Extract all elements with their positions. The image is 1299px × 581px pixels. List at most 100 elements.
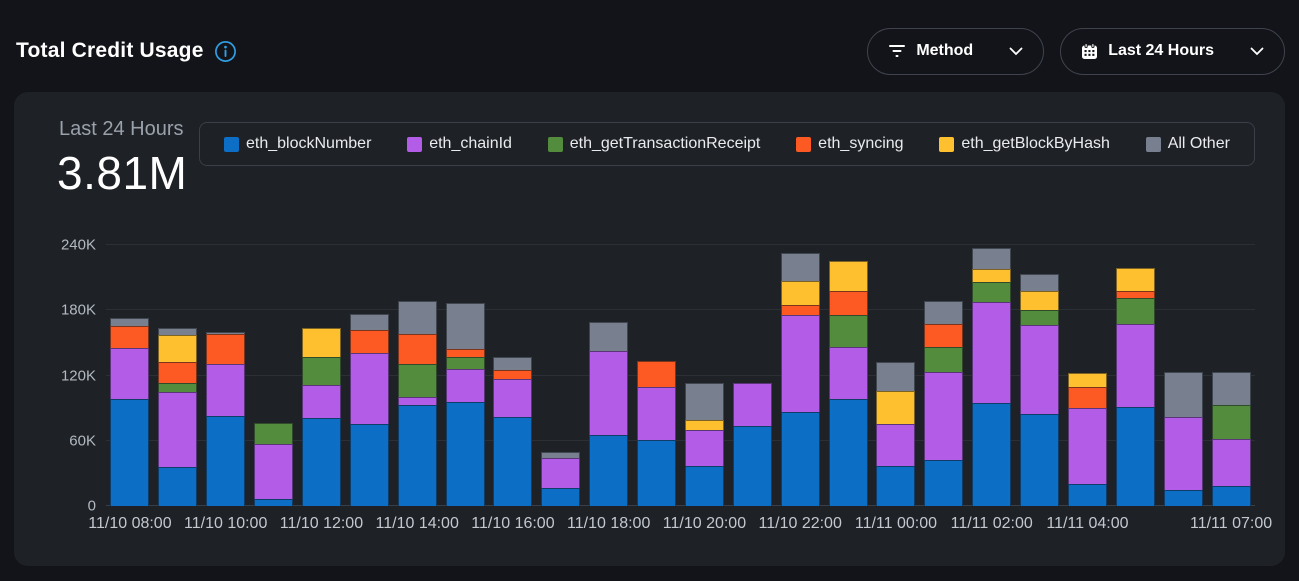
bar-segment[interactable] bbox=[780, 304, 820, 315]
bar-segment[interactable] bbox=[1020, 274, 1060, 291]
bar-segment[interactable] bbox=[972, 402, 1012, 506]
bar-segment[interactable] bbox=[445, 349, 485, 358]
bar-segment[interactable] bbox=[493, 357, 533, 371]
bar-segment[interactable] bbox=[684, 465, 724, 506]
bar-11-10-11-00[interactable] bbox=[254, 423, 294, 506]
bar-segment[interactable] bbox=[301, 357, 341, 386]
bar-segment[interactable] bbox=[972, 248, 1012, 269]
legend-item-eth_gettransactionreceipt[interactable]: eth_getTransactionReceipt bbox=[547, 135, 760, 153]
bar-11-10-23-00[interactable] bbox=[828, 261, 868, 506]
bar-segment[interactable] bbox=[1020, 413, 1060, 506]
bar-segment[interactable] bbox=[972, 301, 1012, 403]
bar-segment[interactable] bbox=[493, 416, 533, 506]
bar-segment[interactable] bbox=[1020, 325, 1060, 414]
bar-segment[interactable] bbox=[637, 361, 677, 388]
bar-segment[interactable] bbox=[589, 322, 629, 351]
bar-segment[interactable] bbox=[1163, 416, 1203, 490]
bar-segment[interactable] bbox=[349, 313, 389, 330]
bar-11-10-17-00[interactable] bbox=[541, 451, 581, 506]
bar-11-11-04-00[interactable] bbox=[1067, 373, 1107, 506]
bar-segment[interactable] bbox=[589, 350, 629, 436]
bar-11-10-21-00[interactable] bbox=[732, 383, 772, 506]
bar-segment[interactable] bbox=[349, 329, 389, 353]
bar-segment[interactable] bbox=[828, 347, 868, 400]
bar-11-11-01-00[interactable] bbox=[924, 300, 964, 506]
bar-11-10-13-00[interactable] bbox=[349, 313, 389, 506]
bar-11-11-05-00[interactable] bbox=[1115, 267, 1155, 506]
bar-segment[interactable] bbox=[780, 314, 820, 413]
bar-11-10-20-00[interactable] bbox=[684, 383, 724, 506]
bar-segment[interactable] bbox=[828, 261, 868, 291]
bar-segment[interactable] bbox=[206, 334, 246, 364]
bar-segment[interactable] bbox=[397, 363, 437, 398]
bar-11-10-19-00[interactable] bbox=[637, 361, 677, 506]
bar-segment[interactable] bbox=[1020, 310, 1060, 326]
bar-segment[interactable] bbox=[972, 268, 1012, 282]
bar-11-11-03-00[interactable] bbox=[1020, 274, 1060, 506]
bar-segment[interactable] bbox=[110, 399, 150, 506]
bar-segment[interactable] bbox=[1067, 373, 1107, 388]
bar-segment[interactable] bbox=[158, 335, 198, 363]
bar-segment[interactable] bbox=[732, 425, 772, 506]
bar-segment[interactable] bbox=[541, 451, 581, 459]
bar-segment[interactable] bbox=[301, 327, 341, 358]
bar-segment[interactable] bbox=[1211, 438, 1251, 487]
bar-segment[interactable] bbox=[254, 444, 294, 500]
bar-segment[interactable] bbox=[110, 317, 150, 326]
legend-item-eth_syncing[interactable]: eth_syncing bbox=[796, 135, 904, 153]
bar-11-10-10-00[interactable] bbox=[206, 332, 246, 506]
bar-segment[interactable] bbox=[637, 439, 677, 506]
bar-segment[interactable] bbox=[876, 390, 916, 425]
bar-segment[interactable] bbox=[780, 412, 820, 506]
bar-segment[interactable] bbox=[397, 404, 437, 506]
bar-segment[interactable] bbox=[684, 429, 724, 466]
bar-segment[interactable] bbox=[1067, 484, 1107, 506]
bar-segment[interactable] bbox=[397, 397, 437, 405]
bar-11-10-14-00[interactable] bbox=[397, 300, 437, 506]
bar-segment[interactable] bbox=[1211, 372, 1251, 405]
bar-segment[interactable] bbox=[1163, 372, 1203, 417]
bar-segment[interactable] bbox=[158, 362, 198, 384]
bar-segment[interactable] bbox=[972, 282, 1012, 302]
bar-segment[interactable] bbox=[589, 435, 629, 506]
bar-segment[interactable] bbox=[254, 499, 294, 506]
bar-segment[interactable] bbox=[301, 385, 341, 418]
bar-segment[interactable] bbox=[301, 417, 341, 506]
bar-11-10-18-00[interactable] bbox=[589, 322, 629, 506]
bar-segment[interactable] bbox=[1115, 407, 1155, 506]
bar-segment[interactable] bbox=[445, 368, 485, 402]
bar-11-11-02-00[interactable] bbox=[972, 248, 1012, 506]
bar-segment[interactable] bbox=[876, 362, 916, 391]
bar-11-11-00-00[interactable] bbox=[876, 362, 916, 506]
bar-11-11-07-00[interactable] bbox=[1211, 372, 1251, 506]
bar-segment[interactable] bbox=[493, 370, 533, 379]
bar-segment[interactable] bbox=[493, 378, 533, 417]
bar-segment[interactable] bbox=[924, 300, 964, 325]
legend-item-eth_getblockbyhash[interactable]: eth_getBlockByHash bbox=[939, 135, 1110, 153]
bar-segment[interactable] bbox=[1115, 324, 1155, 408]
legend-item-all-other[interactable]: All Other bbox=[1145, 135, 1230, 153]
bar-segment[interactable] bbox=[541, 458, 581, 488]
legend-item-eth_chainid[interactable]: eth_chainId bbox=[407, 135, 512, 153]
bar-segment[interactable] bbox=[924, 372, 964, 461]
bar-segment[interactable] bbox=[828, 399, 868, 506]
bar-segment[interactable] bbox=[349, 352, 389, 425]
bar-11-10-08-00[interactable] bbox=[110, 317, 150, 506]
bar-segment[interactable] bbox=[158, 327, 198, 336]
bar-segment[interactable] bbox=[924, 347, 964, 373]
bar-segment[interactable] bbox=[206, 415, 246, 506]
bar-segment[interactable] bbox=[158, 383, 198, 392]
bar-segment[interactable] bbox=[158, 391, 198, 467]
bar-11-10-22-00[interactable] bbox=[780, 252, 820, 506]
bar-segment[interactable] bbox=[445, 357, 485, 369]
bar-segment[interactable] bbox=[445, 401, 485, 506]
bar-segment[interactable] bbox=[1163, 489, 1203, 506]
bar-segment[interactable] bbox=[684, 383, 724, 421]
bar-segment[interactable] bbox=[158, 466, 198, 506]
bar-segment[interactable] bbox=[349, 424, 389, 506]
bar-segment[interactable] bbox=[110, 325, 150, 349]
method-filter-dropdown[interactable]: Method bbox=[867, 27, 1045, 75]
bar-segment[interactable] bbox=[637, 387, 677, 440]
bar-11-10-12-00[interactable] bbox=[301, 327, 341, 506]
bar-segment[interactable] bbox=[1211, 486, 1251, 506]
